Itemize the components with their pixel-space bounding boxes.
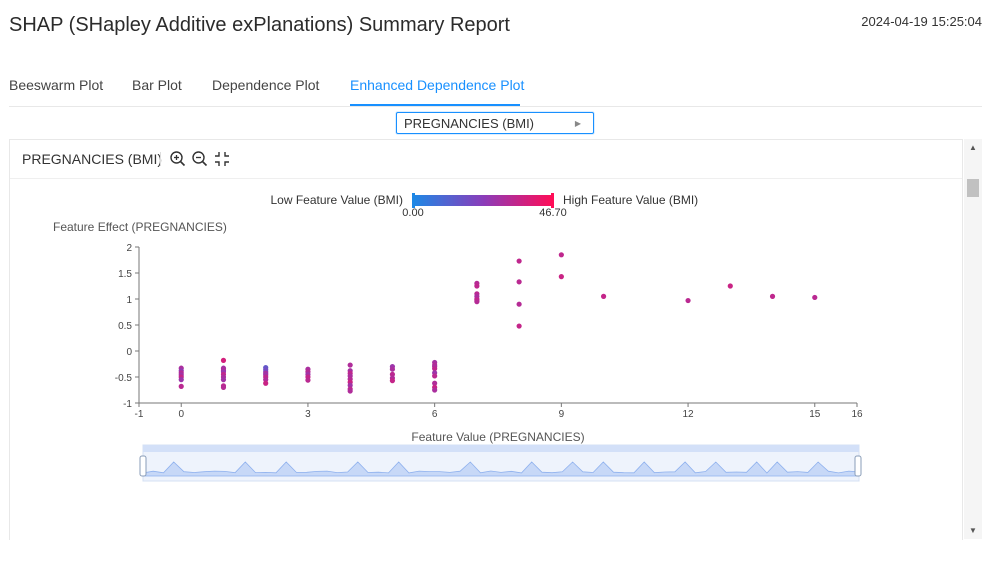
- plot-panel: PREGNANCIES (BMI): [9, 139, 963, 540]
- vertical-scrollbar[interactable]: ▲ ▼: [964, 139, 982, 539]
- tab-beeswarm-plot[interactable]: Beeswarm Plot: [9, 77, 104, 93]
- scrollbar-thumb[interactable]: [967, 179, 979, 197]
- active-tab-indicator: [350, 104, 520, 106]
- scroll-up-arrow-icon[interactable]: ▲: [969, 143, 977, 152]
- report-timestamp: 2024-04-19 15:25:04: [861, 14, 982, 29]
- tab-dependence-plot[interactable]: Dependence Plot: [212, 77, 320, 93]
- zoom-in-icon[interactable]: [169, 150, 187, 168]
- tab-bar-plot[interactable]: Bar Plot: [132, 77, 182, 93]
- scroll-down-arrow-icon[interactable]: ▼: [969, 526, 977, 535]
- panel-title: PREGNANCIES (BMI): [22, 151, 163, 167]
- tab-enhanced-dependence-plot[interactable]: Enhanced Dependence Plot: [350, 77, 525, 93]
- caret-right-icon: ▶: [574, 119, 581, 128]
- panel-header: PREGNANCIES (BMI): [10, 140, 962, 179]
- collapse-icon[interactable]: [213, 150, 231, 168]
- feature-select-value: PREGNANCIES (BMI): [404, 116, 535, 131]
- feature-select[interactable]: PREGNANCIES (BMI) ▶: [396, 112, 594, 134]
- tab-bar: Beeswarm Plot Bar Plot Dependence Plot E…: [9, 68, 982, 107]
- header-divider: [160, 152, 161, 166]
- zoom-out-icon[interactable]: [191, 150, 209, 168]
- report-title: SHAP (SHapley Additive exPlanations) Sum…: [9, 14, 510, 36]
